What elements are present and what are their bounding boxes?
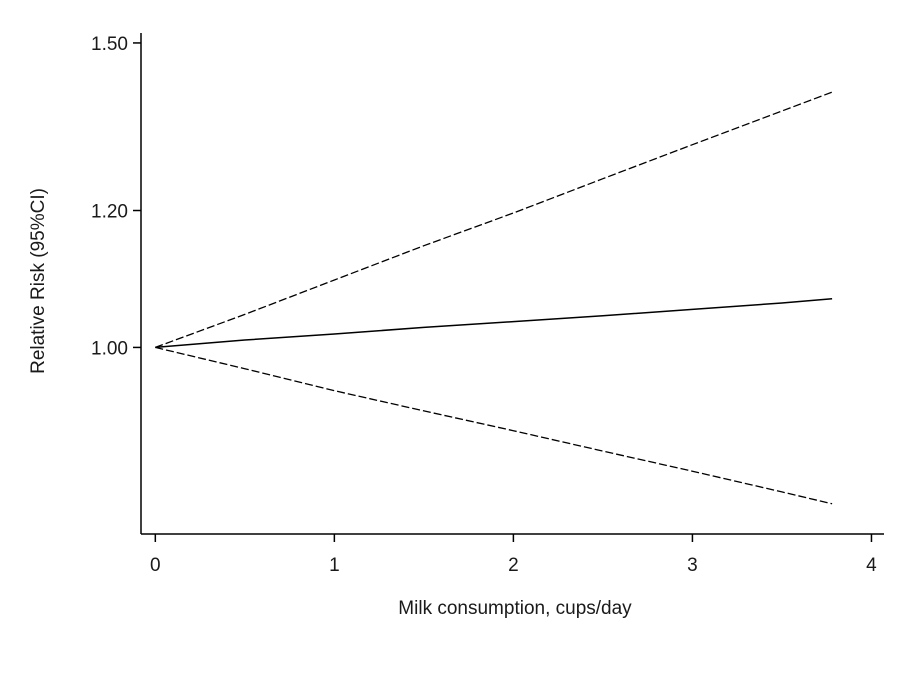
series-group (155, 91, 833, 505)
x-tick-label: 2 (508, 555, 519, 576)
x-axis-title: Milk consumption, cups/day (398, 598, 632, 619)
series-line-estimate (155, 297, 833, 349)
x-tick-label: 1 (329, 555, 340, 576)
x-tick-label: 0 (150, 555, 161, 576)
y-tick-label: 1.00 (91, 338, 128, 359)
x-tick-label: 4 (866, 555, 877, 576)
axes: 1.00 1.20 1.50 0 1 2 3 4 (91, 33, 884, 576)
x-tick-label: 3 (687, 555, 698, 576)
y-axis-title: Relative Risk (95%CI) (28, 188, 49, 374)
y-tick-label: 1.50 (91, 34, 128, 55)
series-line-upper-ci (155, 91, 833, 349)
y-tick-label: 1.20 (91, 202, 128, 223)
series-line-lower-ci (155, 346, 833, 505)
